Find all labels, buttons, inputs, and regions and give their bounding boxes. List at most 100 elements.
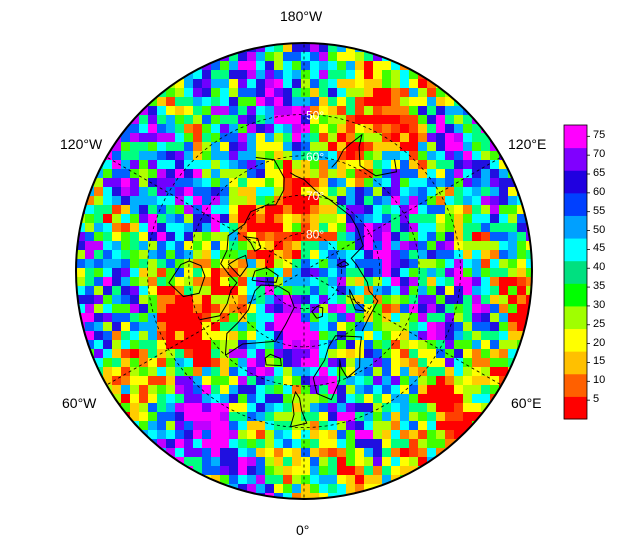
field-cell: [139, 223, 149, 233]
field-cell: [148, 187, 158, 197]
field-cell: [391, 448, 401, 458]
field-cell: [337, 457, 347, 467]
field-cell: [166, 259, 176, 269]
meridian-line: [88, 274, 298, 396]
field-cell: [355, 106, 365, 116]
field-cell: [364, 178, 374, 188]
colorbar-swatch: [564, 343, 587, 348]
field-cell: [391, 259, 401, 269]
field-cell: [391, 142, 401, 152]
field-cell: [265, 448, 275, 458]
colorbar-swatch: [564, 162, 587, 167]
field-cell: [148, 277, 158, 287]
field-cell: [427, 97, 437, 107]
field-cell: [229, 151, 239, 161]
field-cell: [436, 133, 446, 143]
colorbar-swatch: [564, 324, 587, 330]
field-cell: [193, 241, 203, 251]
field-cell: [328, 43, 338, 53]
field-cell: [427, 160, 437, 170]
colorbar-tick-label: 10: [593, 374, 606, 387]
field-cell: [211, 250, 221, 260]
field-cell: [94, 151, 104, 161]
field-cell: [346, 142, 356, 152]
field-cell: [427, 394, 437, 404]
field-cell: [103, 241, 113, 251]
field-cell: [346, 187, 356, 197]
field-cell: [490, 367, 500, 377]
field-cell: [526, 205, 532, 215]
field-cell: [454, 214, 464, 224]
field-cell: [427, 196, 437, 206]
field-cell: [310, 52, 320, 62]
field-cell: [220, 241, 230, 251]
field-cell: [463, 151, 473, 161]
field-cell: [166, 241, 176, 251]
field-cell: [481, 196, 491, 206]
field-cell: [166, 385, 176, 395]
field-cell: [463, 160, 473, 170]
colorbar-swatch: [564, 275, 587, 281]
field-cell: [112, 178, 122, 188]
field-cell: [184, 61, 194, 71]
field-cell: [193, 385, 203, 395]
field-cell: [256, 259, 266, 269]
field-cell: [364, 70, 374, 80]
field-cell: [310, 70, 320, 80]
field-cell: [400, 124, 410, 134]
field-cell: [139, 268, 149, 278]
field-cell: [283, 205, 293, 215]
field-cell: [319, 214, 329, 224]
field-cell: [409, 349, 419, 359]
field-cell: [274, 259, 284, 269]
field-cell: [256, 187, 266, 197]
field-cell: [427, 358, 437, 368]
field-cell: [175, 367, 185, 377]
field-cell: [274, 88, 284, 98]
field-cell: [490, 178, 500, 188]
field-cell: [418, 412, 428, 422]
field-cell: [103, 196, 113, 206]
field-cell: [121, 214, 131, 224]
field-cell: [157, 277, 167, 287]
field-cell: [301, 313, 311, 323]
field-cell: [157, 376, 167, 386]
field-cell: [337, 142, 347, 152]
field-cell: [184, 196, 194, 206]
field-cell: [346, 214, 356, 224]
field-cell: [265, 295, 275, 305]
field-cell: [436, 349, 446, 359]
field-cell: [274, 151, 284, 161]
field-cell: [472, 295, 482, 305]
field-cell: [319, 457, 329, 467]
field-cell: [481, 376, 491, 386]
field-cell: [193, 223, 203, 233]
field-cell: [382, 160, 392, 170]
field-cell: [274, 358, 284, 368]
field-cell: [400, 403, 410, 413]
field-cell: [247, 412, 257, 422]
field-cell: [328, 178, 338, 188]
field-cell: [265, 151, 275, 161]
field-cell: [166, 331, 176, 341]
field-cell: [463, 196, 473, 206]
field-cell: [400, 313, 410, 323]
field-cell: [445, 151, 455, 161]
field-cell: [337, 349, 347, 359]
field-cell: [472, 259, 482, 269]
field-cell: [409, 97, 419, 107]
field-cell: [517, 358, 527, 368]
colorbar-tick-label: 15: [593, 355, 606, 368]
field-cell: [238, 304, 248, 314]
field-cell: [490, 340, 500, 350]
field-cell: [373, 403, 383, 413]
field-cell: [112, 142, 122, 152]
field-cell: [283, 196, 293, 206]
field-cell: [274, 79, 284, 89]
field-cell: [391, 187, 401, 197]
field-cell: [355, 403, 365, 413]
field-cell: [346, 277, 356, 287]
field-cell: [436, 151, 446, 161]
field-cell: [175, 151, 185, 161]
field-cell: [157, 331, 167, 341]
